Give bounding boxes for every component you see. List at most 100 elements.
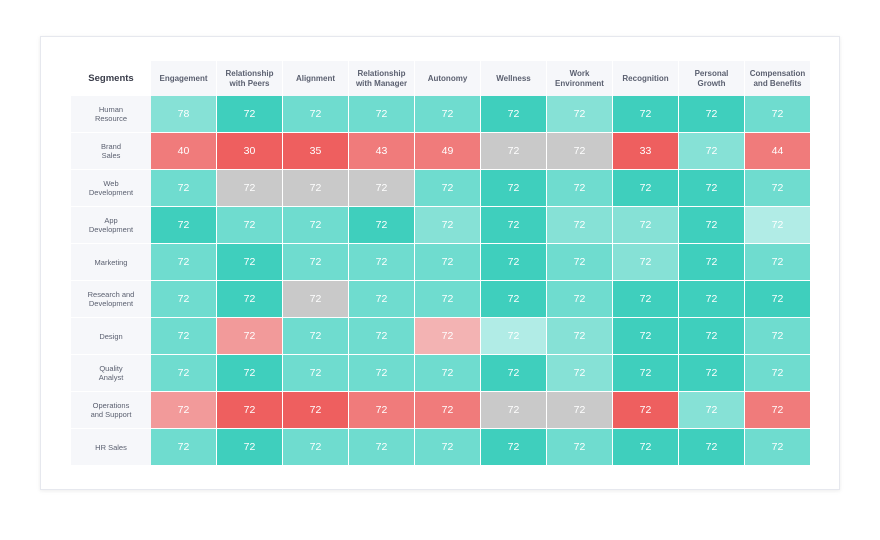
heatmap-cell[interactable]: 72 <box>217 170 283 207</box>
heatmap-cell[interactable]: 72 <box>679 244 745 281</box>
heatmap-cell[interactable]: 72 <box>349 429 415 466</box>
heatmap-cell[interactable]: 72 <box>349 244 415 281</box>
heatmap-cell[interactable]: 72 <box>613 96 679 133</box>
heatmap-cell[interactable]: 72 <box>481 207 547 244</box>
heatmap-cell[interactable]: 72 <box>415 96 481 133</box>
heatmap-cell[interactable]: 72 <box>679 96 745 133</box>
heatmap-cell[interactable]: 72 <box>415 170 481 207</box>
heatmap-cell[interactable]: 72 <box>679 133 745 170</box>
heatmap-cell[interactable]: 72 <box>613 355 679 392</box>
heatmap-cell[interactable]: 72 <box>613 392 679 429</box>
heatmap-cell[interactable]: 72 <box>745 281 811 318</box>
heatmap-cell[interactable]: 72 <box>283 281 349 318</box>
heatmap-cell[interactable]: 72 <box>613 318 679 355</box>
heatmap-cell[interactable]: 72 <box>613 244 679 281</box>
heatmap-cell[interactable]: 72 <box>547 170 613 207</box>
heatmap-cell[interactable]: 72 <box>151 392 217 429</box>
heatmap-cell[interactable]: 72 <box>217 355 283 392</box>
heatmap-cell[interactable]: 72 <box>415 207 481 244</box>
heatmap-cell[interactable]: 72 <box>415 318 481 355</box>
heatmap-cell[interactable]: 72 <box>349 96 415 133</box>
heatmap-cell[interactable]: 33 <box>613 133 679 170</box>
heatmap-cell[interactable]: 72 <box>679 355 745 392</box>
heatmap-cell[interactable]: 30 <box>217 133 283 170</box>
heatmap-cell[interactable]: 72 <box>151 429 217 466</box>
heatmap-cell[interactable]: 72 <box>547 429 613 466</box>
heatmap-cell[interactable]: 72 <box>679 429 745 466</box>
heatmap-cell[interactable]: 72 <box>151 281 217 318</box>
heatmap-cell[interactable]: 72 <box>481 170 547 207</box>
heatmap-cell[interactable]: 72 <box>415 281 481 318</box>
heatmap-cell[interactable]: 72 <box>481 133 547 170</box>
heatmap-cell[interactable]: 72 <box>217 96 283 133</box>
heatmap-cell[interactable]: 72 <box>151 170 217 207</box>
heatmap-cell[interactable]: 72 <box>217 207 283 244</box>
heatmap-cell[interactable]: 72 <box>349 207 415 244</box>
heatmap-cell[interactable]: 72 <box>679 170 745 207</box>
heatmap-cell[interactable]: 72 <box>613 170 679 207</box>
heatmap-cell[interactable]: 72 <box>349 170 415 207</box>
heatmap-cell[interactable]: 72 <box>283 207 349 244</box>
heatmap-cell[interactable]: 72 <box>547 244 613 281</box>
heatmap-cell[interactable]: 72 <box>613 429 679 466</box>
heatmap-cell[interactable]: 72 <box>745 318 811 355</box>
heatmap-cell[interactable]: 72 <box>745 392 811 429</box>
heatmap-cell[interactable]: 72 <box>547 318 613 355</box>
heatmap-cell[interactable]: 72 <box>217 244 283 281</box>
heatmap-cell[interactable]: 72 <box>679 281 745 318</box>
heatmap-cell[interactable]: 72 <box>349 281 415 318</box>
heatmap-cell[interactable]: 72 <box>349 318 415 355</box>
heatmap-cell[interactable]: 72 <box>547 281 613 318</box>
heatmap-cell[interactable]: 72 <box>151 355 217 392</box>
heatmap-cell[interactable]: 72 <box>481 429 547 466</box>
heatmap-cell[interactable]: 72 <box>283 96 349 133</box>
heatmap-cell[interactable]: 72 <box>613 207 679 244</box>
heatmap-cell[interactable]: 72 <box>745 96 811 133</box>
heatmap-cell[interactable]: 72 <box>151 244 217 281</box>
heatmap-cell[interactable]: 72 <box>217 281 283 318</box>
heatmap-cell[interactable]: 44 <box>745 133 811 170</box>
heatmap-cell[interactable]: 72 <box>283 355 349 392</box>
heatmap-cell[interactable]: 72 <box>151 318 217 355</box>
heatmap-cell[interactable]: 72 <box>745 244 811 281</box>
heatmap-cell[interactable]: 72 <box>481 392 547 429</box>
heatmap-cell[interactable]: 72 <box>349 392 415 429</box>
heatmap-cell[interactable]: 78 <box>151 96 217 133</box>
heatmap-cell[interactable]: 72 <box>283 318 349 355</box>
heatmap-cell[interactable]: 72 <box>349 355 415 392</box>
heatmap-cell[interactable]: 35 <box>283 133 349 170</box>
heatmap-cell[interactable]: 72 <box>217 392 283 429</box>
heatmap-cell[interactable]: 72 <box>745 429 811 466</box>
heatmap-cell[interactable]: 72 <box>547 207 613 244</box>
heatmap-cell[interactable]: 72 <box>679 207 745 244</box>
heatmap-cell[interactable]: 72 <box>679 392 745 429</box>
heatmap-cell[interactable]: 40 <box>151 133 217 170</box>
heatmap-cell[interactable]: 43 <box>349 133 415 170</box>
heatmap-cell[interactable]: 72 <box>283 170 349 207</box>
heatmap-cell[interactable]: 49 <box>415 133 481 170</box>
heatmap-cell[interactable]: 72 <box>481 281 547 318</box>
heatmap-cell[interactable]: 72 <box>679 318 745 355</box>
heatmap-cell[interactable]: 72 <box>745 355 811 392</box>
heatmap-cell[interactable]: 72 <box>415 244 481 281</box>
heatmap-cell[interactable]: 72 <box>481 96 547 133</box>
heatmap-cell[interactable]: 72 <box>481 318 547 355</box>
heatmap-cell[interactable]: 72 <box>415 355 481 392</box>
heatmap-cell[interactable]: 72 <box>217 429 283 466</box>
heatmap-cell[interactable]: 72 <box>283 429 349 466</box>
heatmap-cell[interactable]: 72 <box>415 392 481 429</box>
heatmap-cell[interactable]: 72 <box>547 133 613 170</box>
heatmap-cell[interactable]: 72 <box>547 96 613 133</box>
heatmap-cell[interactable]: 72 <box>283 244 349 281</box>
heatmap-cell[interactable]: 72 <box>547 355 613 392</box>
heatmap-cell[interactable]: 72 <box>217 318 283 355</box>
heatmap-cell[interactable]: 72 <box>415 429 481 466</box>
heatmap-cell[interactable]: 72 <box>481 355 547 392</box>
heatmap-cell[interactable]: 72 <box>283 392 349 429</box>
heatmap-cell[interactable]: 72 <box>547 392 613 429</box>
heatmap-cell[interactable]: 72 <box>481 244 547 281</box>
heatmap-cell[interactable]: 72 <box>613 281 679 318</box>
heatmap-cell[interactable]: 72 <box>151 207 217 244</box>
heatmap-cell[interactable]: 72 <box>745 170 811 207</box>
heatmap-cell[interactable]: 72 <box>745 207 811 244</box>
